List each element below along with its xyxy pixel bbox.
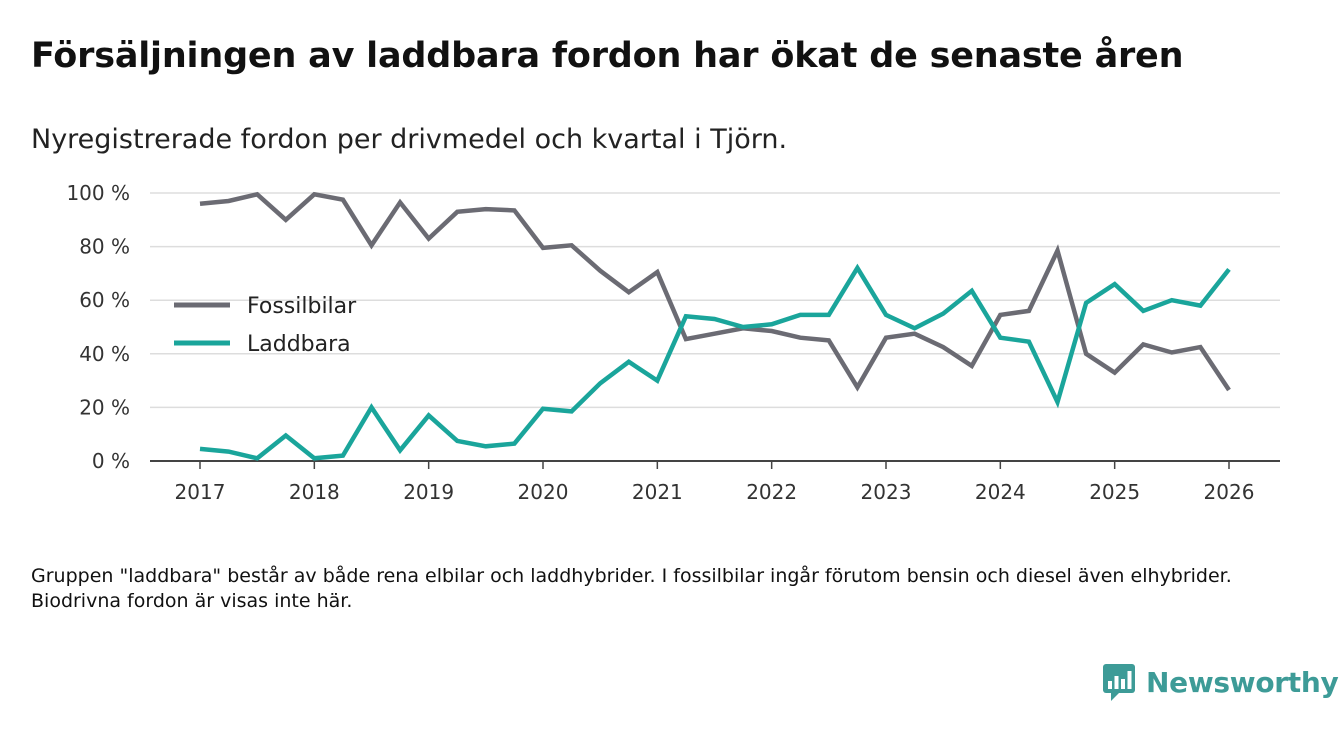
x-tick-label-2017: 2017 [175, 480, 226, 504]
x-tick-label-2026: 2026 [1204, 480, 1255, 504]
footnote: Gruppen "laddbara" består av både rena e… [31, 565, 1232, 612]
y-tick-label-40: 40 % [79, 342, 130, 366]
x-tick-label-2023: 2023 [861, 480, 912, 504]
series-line-laddbara [199, 263, 1231, 461]
legend-label-laddbara: Laddbara [247, 332, 351, 357]
series-lines [199, 191, 1231, 461]
newsworthy-logo-icon [1103, 664, 1135, 701]
y-tick-label-80: 80 % [79, 235, 130, 259]
chart-subtitle: Nyregistrerade fordon per drivmedel och … [31, 124, 788, 155]
x-tick-label-2022: 2022 [746, 480, 797, 504]
x-tick-label-2019: 2019 [403, 480, 454, 504]
brand-name: Newsworthy [1146, 665, 1339, 699]
series-line-fossilbilar [199, 191, 1231, 392]
x-tick-label-2020: 2020 [518, 480, 569, 504]
brand-logo: Newsworthy [1102, 662, 1339, 702]
chart-title: Försäljningen av laddbara fordon har öka… [31, 36, 1184, 76]
x-axis-ticks: 2017 2018 2019 2020 2021 2022 2023 2024 2025 2026 [175, 461, 1255, 504]
x-tick-label-2025: 2025 [1089, 480, 1140, 504]
x-tick-label-2021: 2021 [632, 480, 683, 504]
x-tick-label-2024: 2024 [975, 480, 1026, 504]
line-chart: 0 % 20 % 40 % 60 % 80 % 100 % 2017 2018 2019 202… [66, 181, 1280, 504]
y-tick-label-100: 100 % [66, 181, 130, 205]
y-tick-label-60: 60 % [79, 288, 130, 312]
y-tick-label-0: 0 % [92, 449, 130, 473]
x-tick-label-2018: 2018 [289, 480, 340, 504]
y-axis-ticks: 0 % 20 % 40 % 60 % 80 % 100 % [66, 181, 130, 473]
legend: Fossilbilar Laddbara [174, 294, 357, 357]
legend-label-fossilbilar: Fossilbilar [247, 294, 357, 319]
y-tick-label-20: 20 % [79, 395, 130, 419]
